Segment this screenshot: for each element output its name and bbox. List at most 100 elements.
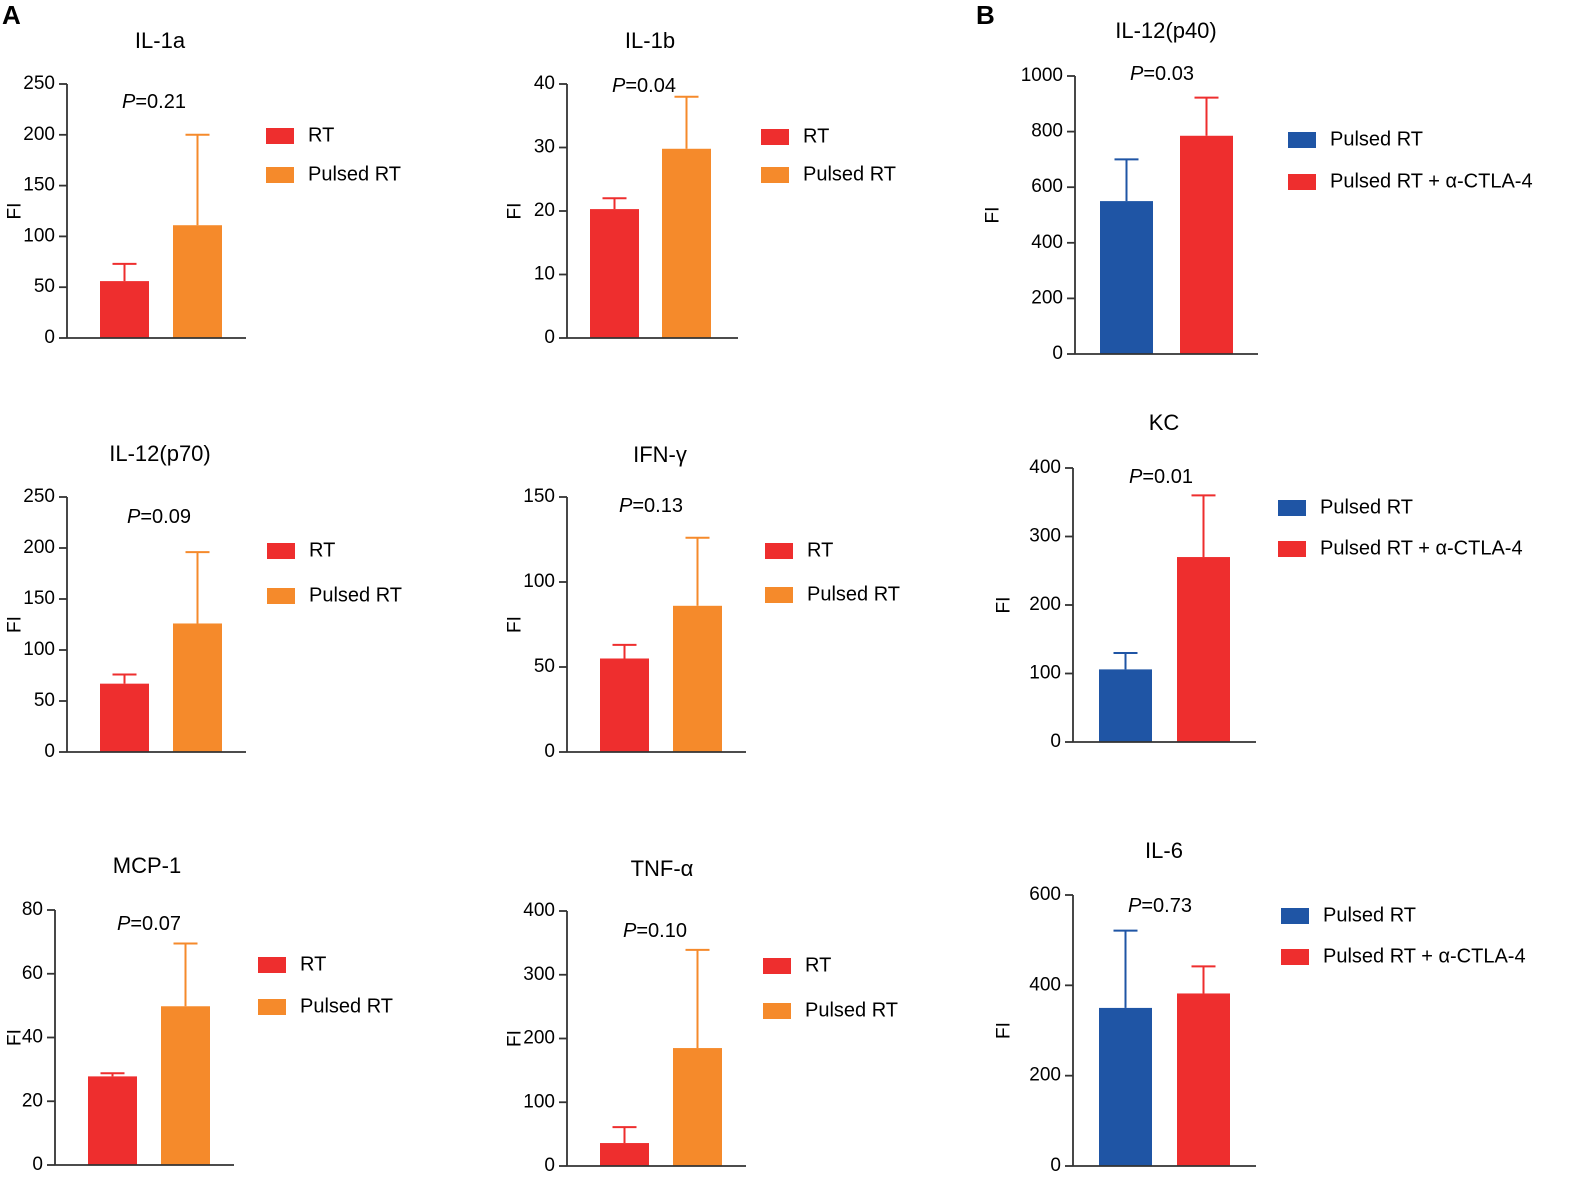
legend-swatch-2 — [765, 587, 793, 603]
legend-label-1: RT — [309, 539, 335, 561]
y-tick-label: 0 — [1052, 343, 1063, 364]
y-tick-label: 200 — [1029, 594, 1061, 615]
legend-label-2: Pulsed RT + α-CTLA-4 — [1330, 170, 1533, 192]
y-tick-label: 30 — [534, 137, 555, 158]
legend-label-1: RT — [807, 539, 833, 561]
y-tick-label: 80 — [22, 899, 43, 920]
legend-label-2: Pulsed RT + α-CTLA-4 — [1323, 945, 1526, 967]
p-symbol: P — [619, 495, 633, 517]
y-tick-label: 0 — [544, 1155, 555, 1176]
y-tick-label: 400 — [1029, 974, 1061, 995]
p-value: =0.10 — [636, 920, 687, 942]
chart-title: TNF-α — [631, 856, 694, 881]
y-tick-label: 400 — [1031, 232, 1063, 253]
chart-title: IFN-γ — [633, 442, 687, 467]
y-axis-label: FI — [505, 203, 526, 220]
bar-1 — [600, 658, 649, 752]
p-value-label: P=0.07 — [117, 913, 181, 935]
y-tick-label: 250 — [23, 486, 55, 507]
legend-swatch-1 — [1278, 500, 1306, 516]
bar-2 — [673, 605, 722, 752]
chart-il6: IL-6 P=0.73 FI 0 200 400 600 Pulsed RT Pulsed RT… — [994, 838, 1526, 1176]
y-tick-label: 20 — [534, 200, 555, 221]
legend-label-2: Pulsed RT — [309, 584, 402, 606]
y-tick-label: 10 — [534, 264, 555, 285]
y-tick-label: 400 — [1029, 457, 1061, 478]
chart-title: KC — [1149, 410, 1180, 435]
bar-1 — [100, 683, 149, 752]
y-tick-label: 200 — [523, 1028, 555, 1049]
chart-title: IL-12(p40) — [1115, 18, 1217, 43]
y-tick-label: 0 — [1050, 731, 1061, 752]
p-value-label: P=0.73 — [1128, 895, 1192, 917]
bar-2 — [1177, 993, 1230, 1166]
chart-tnfa: TNF-α P=0.10 FI 0 100 200 300 400 RT Pulsed RT — [505, 856, 898, 1176]
legend-swatch-2 — [258, 999, 286, 1015]
chart-il1a: IL-1a P=0.21 FI 0 50 100 150 200 250 RT Pulsed RT — [5, 28, 401, 348]
p-value: =0.09 — [140, 506, 191, 528]
y-tick-label: 100 — [1029, 663, 1061, 684]
legend-swatch-1 — [765, 543, 793, 559]
y-tick-label: 100 — [23, 639, 55, 660]
chart-title: MCP-1 — [113, 853, 181, 878]
legend-swatch-1 — [763, 958, 791, 974]
p-value-label: P=0.13 — [619, 495, 683, 517]
chart-title: IL-1b — [625, 28, 675, 53]
y-tick-label: 200 — [1029, 1065, 1061, 1086]
y-tick-label: 50 — [34, 690, 55, 711]
p-value: =0.13 — [632, 495, 683, 517]
legend-label-2: Pulsed RT + α-CTLA-4 — [1320, 537, 1523, 559]
p-symbol: P — [623, 920, 637, 942]
y-tick-label: 0 — [544, 327, 555, 348]
panel-label-b: B — [976, 0, 995, 30]
legend-swatch-2 — [1278, 541, 1306, 557]
panel-label-a: A — [2, 0, 21, 30]
legend-label-2: Pulsed RT — [807, 583, 900, 605]
y-axis-label: FI — [994, 1022, 1015, 1039]
bar-1 — [1099, 669, 1152, 742]
y-tick-label: 100 — [523, 1091, 555, 1112]
y-tick-label: 100 — [523, 571, 555, 592]
p-value: =0.07 — [130, 913, 181, 935]
p-symbol: P — [122, 91, 136, 113]
bar-1 — [1100, 201, 1153, 354]
bar-2 — [161, 1006, 210, 1165]
p-symbol: P — [612, 75, 626, 97]
bar-2 — [173, 623, 222, 752]
p-value-label: P=0.10 — [623, 920, 687, 942]
p-value: =0.01 — [1142, 466, 1193, 488]
legend-label-2: Pulsed RT — [300, 995, 393, 1017]
legend-label-2: Pulsed RT — [803, 163, 896, 185]
legend-swatch-2 — [763, 1003, 791, 1019]
chart-kc: KC P=0.01 FI 0 100 200 300 400 Pulsed RT Pulsed R… — [994, 410, 1523, 752]
y-axis-label: FI — [994, 597, 1015, 614]
legend-label-1: Pulsed RT — [1323, 904, 1416, 926]
bar-1 — [590, 209, 639, 338]
legend-swatch-1 — [1288, 132, 1316, 148]
legend-swatch-2 — [761, 167, 789, 183]
y-tick-label: 600 — [1031, 176, 1063, 197]
y-tick-label: 50 — [534, 656, 555, 677]
legend-swatch-2 — [266, 167, 294, 183]
y-tick-label: 300 — [523, 964, 555, 985]
y-axis-label: FI — [5, 203, 26, 220]
p-symbol: P — [1128, 895, 1142, 917]
bar-1 — [1099, 1007, 1152, 1166]
legend-label-2: Pulsed RT — [805, 999, 898, 1021]
y-tick-label: 150 — [23, 175, 55, 196]
legend-label-1: RT — [803, 125, 829, 147]
chart-title: IL-1a — [135, 28, 186, 53]
y-tick-label: 200 — [1031, 287, 1063, 308]
p-value-label: P=0.09 — [127, 506, 191, 528]
chart-il1b: IL-1b P=0.04 FI 0 10 20 30 40 RT Pulsed RT — [505, 28, 896, 348]
y-tick-label: 50 — [34, 276, 55, 297]
p-value: =0.73 — [1141, 895, 1192, 917]
chart-ifng: IFN-γ P=0.13 FI 0 50 100 150 RT Pulsed RT — [505, 442, 900, 762]
y-tick-label: 0 — [32, 1154, 43, 1175]
y-tick-label: 400 — [523, 900, 555, 921]
p-symbol: P — [127, 506, 141, 528]
y-tick-label: 300 — [1029, 526, 1061, 547]
chart-mcp1: MCP-1 P=0.07 FI 0 20 40 60 80 RT Pulsed RT — [5, 853, 393, 1175]
y-tick-label: 600 — [1029, 884, 1061, 905]
